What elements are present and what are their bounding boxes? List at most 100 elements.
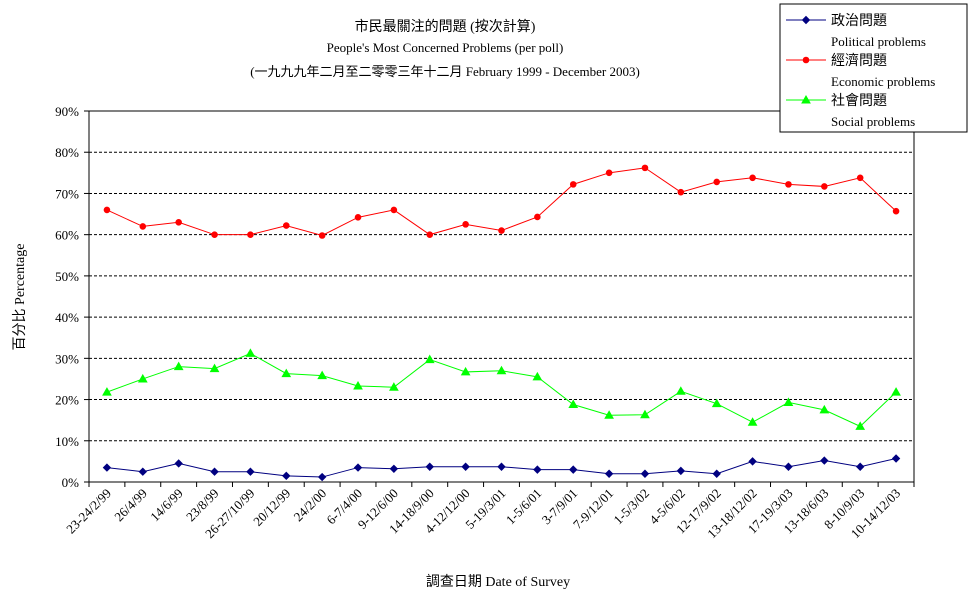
data-point (247, 231, 254, 238)
x-tick-label: 20/12/99 (250, 486, 293, 529)
legend-label: 政治問題 (831, 13, 887, 29)
data-point (819, 404, 830, 414)
series-line (106, 352, 897, 427)
x-tick-label: 1-5/3/02 (610, 486, 652, 528)
data-point (747, 417, 758, 426)
legend-label-en: Political problems (831, 34, 926, 49)
series-line (106, 167, 897, 237)
data-point (604, 469, 614, 478)
x-tick-label: 26/4/99 (111, 486, 150, 525)
data-point (711, 398, 722, 408)
data-point (389, 382, 399, 391)
data-point (891, 454, 901, 463)
series-diamond (102, 454, 901, 482)
data-point (209, 363, 220, 373)
legend-box (779, 3, 968, 133)
x-tick-label: 24/2/00 (291, 486, 330, 525)
data-point (353, 380, 363, 390)
y-tick-label: 0% (62, 475, 80, 490)
data-point (891, 387, 901, 396)
y-tick-label: 60% (55, 228, 79, 243)
series-group (102, 164, 901, 482)
x-tick-label: 5-19/3/01 (462, 486, 508, 532)
data-point (640, 409, 650, 419)
data-point (210, 467, 219, 476)
y-tick-label: 90% (55, 104, 79, 119)
y-tick-label: 40% (55, 310, 79, 325)
data-point (712, 469, 721, 478)
y-axis-label: 百分比 Percentage (12, 244, 28, 351)
data-point (675, 386, 686, 395)
data-point (783, 397, 794, 406)
data-point (390, 206, 398, 214)
data-point (784, 462, 793, 471)
data-point (856, 174, 864, 182)
data-point (640, 469, 650, 478)
data-point (353, 463, 363, 472)
y-tick-label: 50% (55, 269, 79, 284)
data-point (282, 222, 290, 229)
y-tick-label: 20% (55, 393, 79, 408)
data-point (892, 207, 900, 215)
data-point (281, 368, 292, 378)
x-tick-label: 23-24/2/99 (63, 486, 114, 537)
data-point (389, 464, 399, 474)
data-point (534, 213, 541, 221)
data-point (139, 223, 147, 230)
data-point (604, 410, 614, 419)
x-axis-label: 調查日期 Date of Survey (426, 574, 570, 590)
data-point (605, 169, 613, 177)
data-point (318, 232, 326, 239)
data-point (461, 462, 470, 471)
y-tick-label: 80% (55, 145, 79, 160)
data-point (317, 472, 327, 482)
data-point (175, 219, 182, 226)
legend-label: 經濟問題 (831, 53, 887, 69)
x-axis-ticks: 23-24/2/9926/4/9914/6/9923/8/9926-27/10/… (63, 482, 915, 541)
data-point (785, 181, 792, 188)
legend-marker (801, 94, 811, 104)
data-point (855, 421, 866, 430)
data-point (497, 462, 506, 471)
y-tick-label: 70% (55, 186, 79, 201)
y-tick-label: 30% (55, 351, 79, 366)
data-point (568, 399, 579, 409)
data-point (282, 471, 291, 481)
data-point (317, 370, 328, 380)
data-point (138, 467, 148, 476)
legend-label-en: Economic problems (831, 74, 935, 89)
data-point (173, 361, 184, 371)
y-axis-ticks: 0% 10% 20% 30% 40% 50% 60% 70% 80% 90% (55, 104, 89, 490)
data-point (676, 466, 686, 476)
legend-label-en: Social problems (831, 114, 915, 129)
legend-marker (801, 15, 811, 25)
legend-marker (802, 56, 810, 64)
data-point (102, 387, 112, 396)
data-point (137, 373, 148, 383)
chart-title: 市民最關注的問題 (按次計算) (355, 18, 536, 35)
data-point (713, 178, 721, 186)
data-point (211, 231, 218, 238)
data-point (748, 457, 757, 466)
series-circle (103, 164, 900, 239)
plot-area-border (88, 110, 915, 483)
data-point (102, 463, 112, 472)
series-triangle (102, 348, 901, 430)
legend-label: 社會問題 (831, 93, 887, 109)
data-point (354, 214, 362, 221)
data-point (820, 456, 829, 465)
data-point (174, 459, 183, 468)
data-point (460, 366, 471, 376)
data-point (532, 371, 543, 381)
data-point (245, 348, 256, 357)
data-point (426, 231, 434, 238)
gridlines (89, 151, 914, 442)
data-point (103, 206, 111, 214)
data-point (749, 174, 756, 182)
y-tick-label: 10% (55, 434, 79, 449)
chart-subtitle-period: (一九九九年二月至二零零三年十二月 February 1999 - Decemb… (250, 64, 640, 79)
data-point (498, 227, 505, 234)
data-point (855, 462, 865, 471)
data-point (496, 365, 507, 375)
